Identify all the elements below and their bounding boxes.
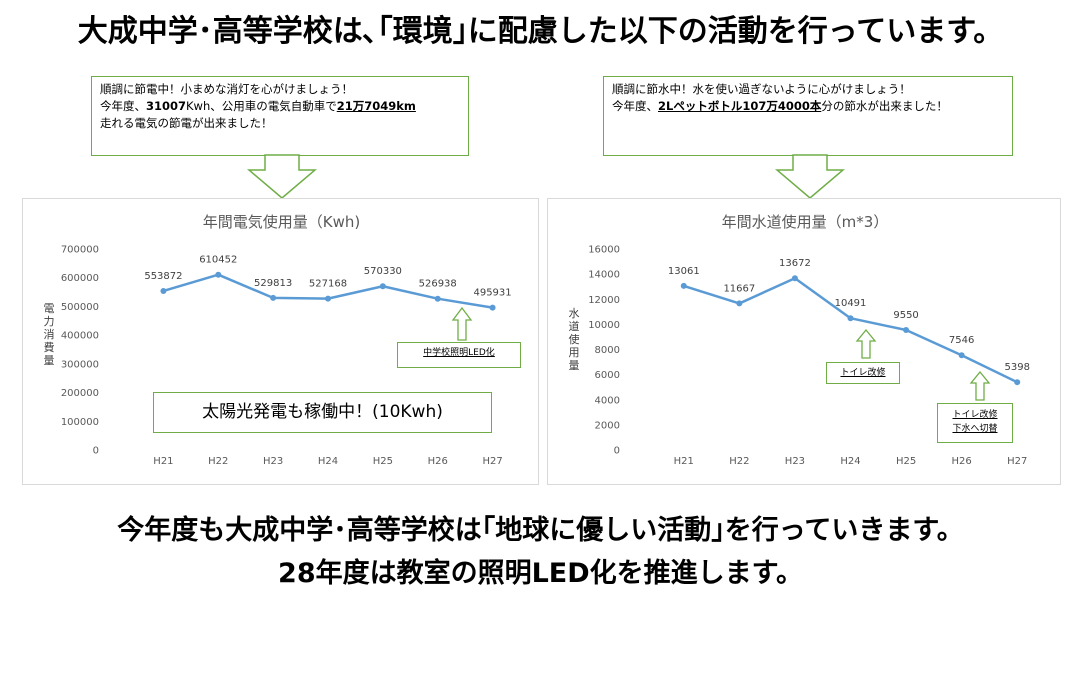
- data-label: 553872: [144, 271, 182, 282]
- data-point: [847, 315, 854, 322]
- data-label: 9550: [893, 310, 918, 321]
- electric-chart: 年間電気使用量（Kwh) 0 100000 200000 300000 400000 500…: [22, 198, 539, 485]
- x-tick-label: H25: [896, 456, 916, 467]
- x-tick-label: H24: [318, 456, 338, 467]
- data-point: [903, 327, 910, 334]
- data-label: 5398: [1004, 362, 1029, 373]
- x-tick-label: H24: [840, 456, 860, 467]
- toilet-sewer-callout: トイレ改修 下水へ切替: [937, 403, 1013, 443]
- y-tick-label: 2000: [595, 420, 620, 431]
- data-label: 10491: [835, 298, 867, 309]
- data-point: [791, 275, 798, 282]
- data-point: [434, 295, 441, 302]
- electric-note-line1: 順調に節電中！小まめな消灯を心がけましょう！: [100, 82, 353, 96]
- y-tick-label: 0: [93, 446, 99, 457]
- data-label: 13061: [668, 266, 700, 277]
- x-tick-label: H21: [674, 456, 694, 467]
- data-point: [270, 294, 277, 301]
- data-label: 527168: [309, 279, 347, 290]
- y-tick-label: 6000: [595, 370, 620, 381]
- data-point: [958, 352, 965, 359]
- y-tick-label: 400000: [61, 331, 99, 342]
- y-tick-label: 0: [614, 446, 620, 457]
- y-tick-label: 12000: [588, 295, 620, 306]
- y-tick-label: 100000: [61, 417, 99, 428]
- bottom-message-2: 28年度は教室の照明LED化を推進します。: [278, 558, 803, 589]
- chart-title: 年間水道使用量（m*3）: [722, 213, 889, 231]
- led-callout: 中学校照明LED化: [397, 342, 521, 368]
- y-tick-label: 700000: [61, 245, 99, 256]
- data-point: [736, 300, 743, 307]
- data-label: 610452: [199, 255, 237, 266]
- down-arrow-icon: [247, 154, 317, 199]
- data-point: [489, 304, 496, 311]
- data-point: [1014, 379, 1021, 386]
- y-axis-label: 電力消費量: [44, 302, 55, 367]
- data-label: 495931: [473, 288, 511, 299]
- y-tick-label: 600000: [61, 273, 99, 284]
- y-tick-label: 500000: [61, 302, 99, 313]
- y-tick-label: 200000: [61, 388, 99, 399]
- water-note-line2: 今年度、2Lペットボトル107万4000本分の節水が出来ました！: [612, 99, 948, 113]
- page-headline: 大成中学･高等学校は､｢環境｣に配慮した以下の活動を行っています。: [77, 14, 1004, 49]
- data-label: 529813: [254, 278, 292, 289]
- solar-callout: 太陽光発電も稼働中！(10Kwh): [153, 392, 492, 433]
- data-point: [680, 282, 687, 289]
- x-tick-label: H22: [729, 456, 749, 467]
- data-point: [325, 295, 331, 302]
- data-point: [215, 271, 222, 278]
- up-arrow-icon: [969, 371, 991, 401]
- x-tick-label: H27: [1007, 456, 1027, 467]
- electric-note-line3: 走れる電気の節電が出来ました！: [100, 116, 273, 130]
- y-tick-label: 14000: [588, 270, 620, 281]
- water-note: 順調に節水中！水を使い過ぎないように心がけましょう！ 今年度、2Lペットボトル1…: [603, 76, 1013, 156]
- data-label: 11667: [723, 283, 755, 294]
- bottom-message-1: 今年度も大成中学･高等学校は｢地球に優しい活動｣を行っていきます。: [117, 515, 964, 546]
- x-tick-label: H26: [952, 456, 972, 467]
- chart-title: 年間電気使用量（Kwh): [203, 213, 360, 231]
- x-tick-label: H26: [428, 456, 448, 467]
- x-tick-label: H22: [208, 456, 228, 467]
- y-tick-label: 16000: [588, 245, 620, 256]
- data-label: 7546: [949, 335, 974, 346]
- y-tick-label: 300000: [61, 359, 99, 370]
- data-label: 570330: [364, 266, 402, 277]
- y-axis-label: 水道使用量: [569, 307, 580, 372]
- electric-note-line2: 今年度、31007Kwh、公用車の電気自動車で21万7049km: [100, 99, 416, 113]
- y-tick-label: 10000: [588, 320, 620, 331]
- up-arrow-icon: [855, 329, 877, 359]
- data-label: 13672: [779, 258, 811, 269]
- electric-note: 順調に節電中！小まめな消灯を心がけましょう！ 今年度、31007Kwh、公用車の…: [91, 76, 469, 156]
- data-label: 526938: [419, 279, 457, 290]
- data-point: [379, 283, 386, 290]
- electric-chart-svg: 年間電気使用量（Kwh) 0 100000 200000 300000 400000 500…: [44, 213, 512, 467]
- water-note-line1: 順調に節水中！水を使い過ぎないように心がけましょう！: [612, 82, 911, 96]
- y-tick-label: 4000: [595, 395, 620, 406]
- x-tick-label: H23: [263, 456, 283, 467]
- x-tick-label: H23: [785, 456, 805, 467]
- up-arrow-icon: [451, 307, 473, 341]
- y-tick-label: 8000: [595, 345, 620, 356]
- data-point: [160, 287, 167, 294]
- water-chart: 年間水道使用量（m*3） 0 2000 4000 6000 8000 10000 12000 1…: [547, 198, 1061, 485]
- water-chart-svg: 年間水道使用量（m*3） 0 2000 4000 6000 8000 10000 12000 1…: [569, 213, 1030, 467]
- down-arrow-icon: [775, 154, 845, 199]
- x-tick-label: H25: [373, 456, 393, 467]
- toilet-callout: トイレ改修: [826, 362, 900, 384]
- x-tick-label: H21: [153, 456, 173, 467]
- x-tick-label: H27: [482, 456, 502, 467]
